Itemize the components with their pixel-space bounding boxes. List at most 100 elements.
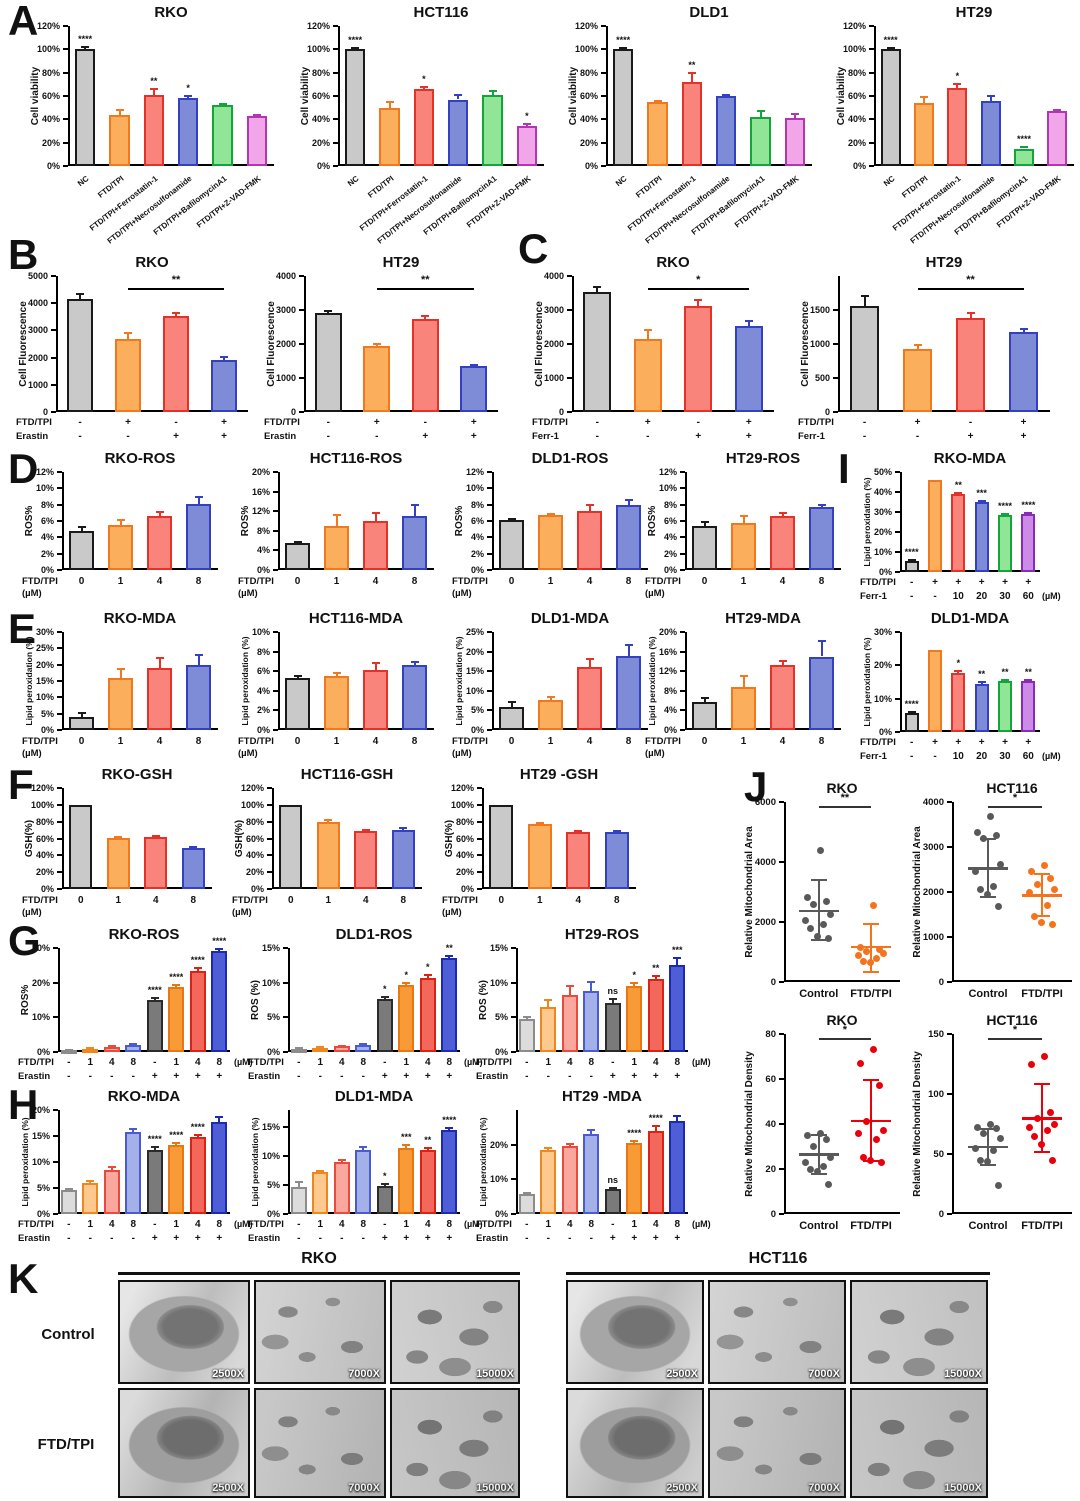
y-tick (273, 650, 278, 653)
y-tick (487, 520, 492, 522)
panel-label-K: K (8, 1255, 39, 1302)
sig-line (818, 806, 871, 808)
chart-i-rko: RKO-MDA Lipid peroxidation (%) 0% 10% 20% 30%… (860, 450, 1080, 608)
plot-area (874, 26, 1074, 166)
chart-e-hct116: HCT116-MDA Lipid peroxidation (%) 0% 2% 4% 6%… (238, 610, 440, 766)
error-cap (172, 1141, 181, 1144)
chart-c-rko: RKO Cell Fluorescence 0 1000 2000 3000 4000 * FT… (532, 254, 780, 448)
x-matrix-value: + (373, 417, 380, 428)
em-image-hct116-ftdtpi-2500x: 2500X (566, 1388, 704, 1498)
x-category-label: 8 (195, 576, 202, 587)
y-tick (680, 631, 685, 633)
error-bar (781, 661, 784, 666)
error-cap (454, 93, 463, 96)
y-tick (779, 1033, 784, 1035)
error-cap (778, 660, 787, 663)
x-matrix-value: + (631, 1233, 638, 1244)
error-bar (916, 345, 919, 350)
x-matrix-value: - (909, 577, 914, 588)
chart-title: RKO-MDA (107, 1088, 181, 1105)
bar (538, 515, 563, 570)
error-cap (419, 85, 428, 88)
x-matrix-value: - (646, 431, 650, 442)
y-tick-label: 50 (933, 1149, 944, 1160)
error-cap (619, 47, 628, 50)
y-tick-label: 10% (31, 1012, 50, 1023)
sd-cap-top (863, 1079, 879, 1082)
x-matrix-value: + (914, 417, 921, 428)
bar (66, 299, 94, 412)
mean-line (798, 909, 839, 913)
bar (114, 339, 142, 412)
error-bar (510, 702, 513, 708)
bar (82, 1048, 99, 1053)
x-matrix-value: + (695, 431, 702, 442)
error-bar (588, 505, 591, 512)
bar (583, 990, 600, 1052)
error-cap (316, 1046, 325, 1049)
x-matrix-value: 8 (360, 1219, 367, 1230)
error-cap (81, 46, 90, 48)
error-bar (863, 295, 866, 306)
error-bar (422, 86, 425, 89)
x-matrix-value: - (696, 417, 700, 428)
x-matrix-value: 1 (545, 1219, 552, 1230)
error-bar (375, 343, 378, 346)
bar (692, 701, 717, 730)
y-tick-label: 20% (465, 646, 484, 657)
error-cap (380, 1182, 389, 1185)
y-tick (273, 729, 278, 731)
y-tick-label: 1500 (809, 305, 830, 315)
y-tick (57, 503, 62, 506)
y-tick-label: 100% (842, 44, 866, 55)
bar (1021, 681, 1036, 732)
significance: * (632, 970, 636, 981)
x-row-label: FTD/TPI (798, 417, 834, 428)
bar (186, 664, 211, 730)
error-bar (80, 526, 83, 531)
bar (669, 965, 686, 1052)
bar (316, 821, 340, 889)
bar (108, 525, 133, 570)
error-cap (546, 512, 555, 515)
plot-area (952, 1034, 1072, 1214)
error-cap (565, 1142, 574, 1145)
y-tick-label: 60% (245, 833, 264, 844)
y-tick-label: 5% (470, 705, 484, 716)
error-cap (114, 835, 123, 838)
bar (82, 1182, 99, 1214)
bar (518, 1018, 535, 1052)
scatter-point (879, 950, 887, 957)
chart-title: DLD1-MDA (530, 610, 610, 627)
x-matrix-value: + (652, 1233, 659, 1244)
error-cap (107, 1045, 116, 1048)
y-tick (283, 981, 288, 984)
x-matrix-value: 8 (216, 1219, 223, 1230)
error-cap (361, 829, 370, 832)
error-bar (80, 713, 83, 717)
y-tick-label: 4% (663, 705, 677, 716)
error-cap (522, 1016, 531, 1019)
error-cap (624, 643, 633, 646)
bar (612, 49, 634, 166)
scatter-point (807, 924, 815, 932)
bar (784, 118, 806, 166)
bar (604, 1003, 621, 1052)
y-tick (779, 921, 784, 923)
x-category-label: 0 (294, 576, 301, 587)
y-tick (511, 1016, 516, 1019)
y-tick-label: 12% (658, 666, 677, 677)
significance: ns (607, 985, 618, 996)
x-matrix-value: 20 (976, 751, 988, 762)
y-tick-label: 20% (41, 137, 60, 148)
x-row-label: FTD/TPI (µM) (645, 736, 681, 759)
bar (731, 686, 756, 730)
x-matrix-value: - (595, 431, 599, 442)
y-tick (53, 1187, 58, 1189)
y-tick (51, 302, 56, 305)
x-matrix-value: + (424, 1233, 431, 1244)
sd-cap-bottom (1034, 1150, 1050, 1153)
y-tick-label: 10% (31, 1157, 50, 1167)
bar (734, 325, 763, 412)
bar (419, 1150, 436, 1214)
